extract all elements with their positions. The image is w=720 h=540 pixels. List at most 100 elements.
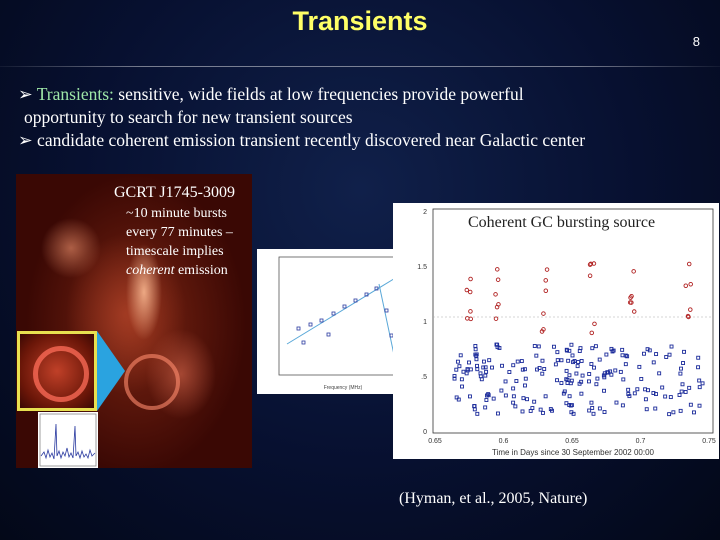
quiescent-point bbox=[602, 410, 607, 414]
quiescent-point bbox=[626, 387, 631, 392]
quiescent-point bbox=[484, 398, 489, 402]
caption-line-1: ~10 minute bursts bbox=[126, 206, 227, 221]
quiescent-point bbox=[609, 346, 614, 351]
quiescent-point bbox=[540, 371, 545, 376]
bullet-1-term: Transients: bbox=[36, 84, 114, 104]
quiescent-point bbox=[472, 407, 477, 412]
quiescent-point bbox=[540, 358, 545, 363]
x-tick-label: 0.75 bbox=[702, 438, 716, 445]
supernova-remnant-shell bbox=[124, 354, 180, 410]
quiescent-point bbox=[589, 362, 594, 366]
quiescent-point bbox=[671, 410, 676, 415]
quiescent-point bbox=[625, 354, 630, 359]
quiescent-point bbox=[532, 399, 537, 404]
quiescent-point bbox=[460, 384, 464, 389]
quiescent-point bbox=[467, 360, 471, 365]
quiescent-point bbox=[679, 389, 684, 394]
quiescent-point bbox=[663, 394, 668, 399]
quiescent-point bbox=[696, 355, 701, 360]
lightcurve-title: Coherent GC bursting source bbox=[468, 214, 656, 231]
quiescent-point bbox=[566, 358, 571, 363]
y-tick-label: 0 bbox=[423, 429, 427, 436]
quiescent-point bbox=[511, 400, 516, 405]
quiescent-point bbox=[576, 360, 581, 364]
quiescent-point bbox=[644, 407, 649, 412]
quiescent-point bbox=[534, 353, 539, 358]
quiescent-point bbox=[579, 359, 584, 363]
quiescent-point bbox=[468, 367, 473, 372]
source-name-label: GCRT J1745-3009 bbox=[114, 184, 235, 201]
quiescent-point bbox=[461, 369, 466, 374]
quiescent-point bbox=[639, 376, 644, 381]
quiescent-point bbox=[499, 388, 504, 393]
quiescent-point bbox=[643, 387, 648, 392]
caption-line-2: every 77 minutes – bbox=[126, 225, 233, 240]
quiescent-point bbox=[569, 403, 574, 408]
burst-timeseries-thumbnail bbox=[38, 412, 98, 468]
quiescent-point bbox=[548, 407, 553, 412]
burst-point bbox=[686, 261, 692, 267]
bullet-2-text: candidate coherent emission transient re… bbox=[37, 130, 586, 150]
burst-point bbox=[467, 289, 473, 295]
bullet-item-2: ➢ candidate coherent emission transient … bbox=[18, 129, 708, 152]
quiescent-point bbox=[487, 358, 492, 363]
quiescent-point bbox=[465, 367, 470, 372]
quiescent-point bbox=[511, 363, 516, 368]
quiescent-point bbox=[571, 411, 576, 416]
zoom-arrow-icon bbox=[97, 331, 125, 411]
quiescent-point bbox=[614, 400, 619, 405]
quiescent-point bbox=[602, 375, 607, 380]
quiescent-point bbox=[577, 349, 582, 353]
quiescent-point bbox=[680, 382, 685, 387]
quiescent-point bbox=[590, 405, 595, 410]
burst-point bbox=[541, 311, 546, 316]
quiescent-point bbox=[602, 388, 606, 393]
quiescent-point bbox=[697, 385, 702, 390]
quiescent-point bbox=[523, 376, 528, 381]
burst-point bbox=[688, 282, 693, 287]
quiescent-point bbox=[555, 358, 560, 363]
quiescent-point bbox=[543, 394, 548, 399]
quiescent-point bbox=[564, 368, 569, 373]
quiescent-point bbox=[587, 372, 592, 376]
quiescent-point bbox=[559, 358, 564, 363]
quiescent-point bbox=[483, 405, 488, 410]
caption-line-3: timescale implies bbox=[126, 244, 224, 259]
quiescent-point bbox=[589, 400, 594, 405]
bullet-list: ➢ Transients: sensitive, wide fields at … bbox=[18, 83, 708, 152]
quiescent-point bbox=[678, 371, 683, 376]
quiescent-point bbox=[621, 377, 626, 382]
quiescent-point bbox=[697, 378, 702, 383]
burst-point bbox=[688, 307, 693, 312]
burst-point bbox=[494, 304, 500, 310]
quiescent-point bbox=[457, 364, 462, 369]
quiescent-point bbox=[654, 352, 659, 357]
burst-point bbox=[591, 261, 597, 266]
burst-point bbox=[686, 314, 691, 320]
burst-lightcurve-plot: 2 1.5 1.5 0 0.65 0.6 0.65 0.7 0.75 Time in Days… bbox=[393, 203, 719, 459]
quiescent-point bbox=[590, 346, 595, 351]
quiescent-point bbox=[513, 404, 518, 409]
page-number: 8 bbox=[692, 34, 700, 49]
quiescent-point bbox=[565, 348, 569, 353]
burst-point bbox=[468, 309, 473, 314]
quiescent-point bbox=[514, 379, 519, 383]
quiescent-point bbox=[564, 377, 569, 382]
bullet-1-continuation: opportunity to search for new transient … bbox=[24, 107, 353, 127]
quiescent-point bbox=[579, 379, 584, 384]
quiescent-point bbox=[532, 344, 537, 348]
quiescent-point bbox=[620, 353, 625, 358]
svg-text:Frequency (MHz): Frequency (MHz) bbox=[324, 385, 363, 391]
quiescent-point bbox=[651, 360, 656, 365]
quiescent-point bbox=[481, 365, 486, 370]
quiescent-point bbox=[601, 373, 606, 378]
bullet-arrow-icon: ➢ bbox=[18, 130, 33, 150]
quiescent-point bbox=[473, 347, 478, 352]
quiescent-point bbox=[620, 347, 625, 352]
quiescent-point bbox=[604, 352, 609, 357]
quiescent-point bbox=[486, 392, 491, 397]
burst-point bbox=[592, 321, 597, 327]
x-tick-label: 0.65 bbox=[428, 438, 442, 445]
y-tick-label: 1 bbox=[423, 319, 427, 326]
quiescent-point bbox=[683, 390, 688, 394]
